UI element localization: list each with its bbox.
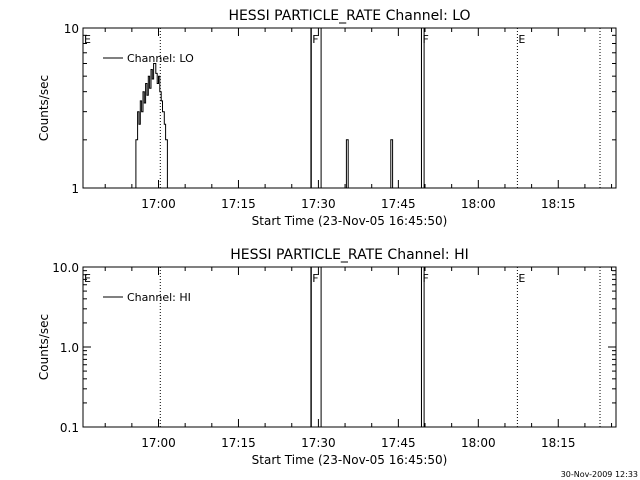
series-spike [310,27,322,188]
y-axis-label: Counts/sec [37,314,51,380]
chart-title: HESSI PARTICLE_RATE Channel: LO [228,8,470,24]
series-spike [390,139,394,188]
x-tick-label: 17:15 [221,436,256,450]
y-tick-label: 10.0 [52,261,79,275]
event-marker-label: F [312,272,318,285]
event-marker-label: E [84,33,91,46]
chart-title: HESSI PARTICLE_RATE Channel: HI [230,247,468,263]
x-tick-label: 17:45 [381,197,416,211]
event-marker-label: F [422,33,428,46]
x-tick-label: 17:30 [301,436,336,450]
x-axis-label: Start Time (23-Nov-05 16:45:50) [252,214,448,228]
x-tick-label: 18:15 [541,197,576,211]
series-spike [310,266,322,427]
series-spike [345,139,349,188]
series-spike [421,27,425,188]
plot-frame [82,27,617,189]
series-line [135,63,168,188]
footer-timestamp: 30-Nov-2009 12:33 [561,470,638,479]
y-tick-label: 0.1 [60,421,79,435]
legend-label: Channel: HI [127,291,191,304]
y-axis-label: Counts/sec [37,75,51,141]
y-tick-label: 10 [64,22,79,36]
chart-panel-lo: HESSI PARTICLE_RATE Channel: LO Start Tim… [37,8,617,228]
event-marker-label: E [518,272,525,285]
x-tick-label: 17:00 [141,436,176,450]
x-tick-label: 18:00 [461,197,496,211]
y-tick-label: 1.0 [60,341,79,355]
x-tick-label: 17:15 [221,197,256,211]
legend-label: Channel: LO [127,52,194,65]
x-axis-label: Start Time (23-Nov-05 16:45:50) [252,453,448,467]
y-tick-label: 1 [71,182,79,196]
x-tick-label: 17:45 [381,436,416,450]
event-marker-label: F [422,272,428,285]
chart-panel-hi: HESSI PARTICLE_RATE Channel: HI Start Tim… [37,247,617,467]
x-tick-label: 17:00 [141,197,176,211]
x-tick-label: 18:00 [461,436,496,450]
event-marker-label: F [312,33,318,46]
series-spike [421,266,425,427]
event-marker-label: E [84,272,91,285]
x-tick-label: 17:30 [301,197,336,211]
x-tick-label: 18:15 [541,436,576,450]
event-marker-label: E [518,33,525,46]
